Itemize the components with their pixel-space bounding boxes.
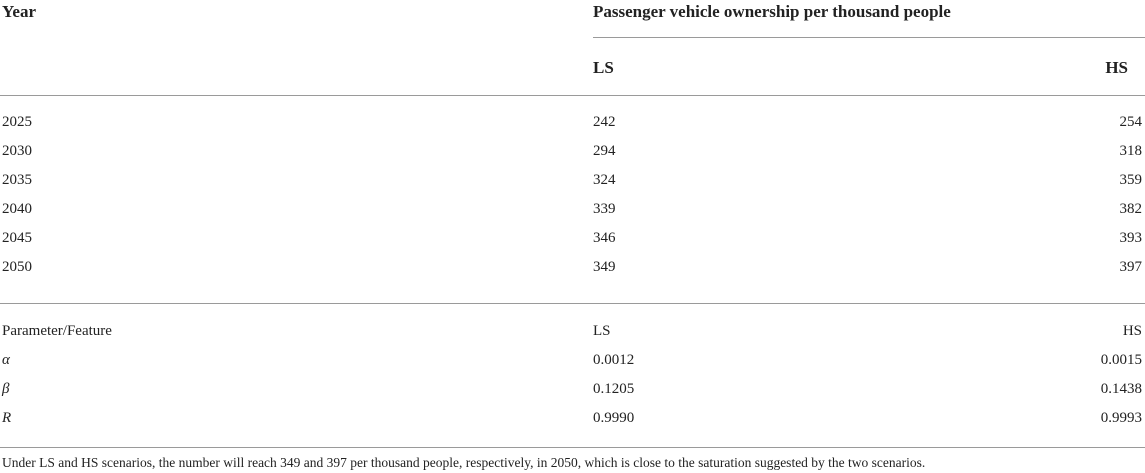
cell: 0.0015 bbox=[1100, 352, 1142, 368]
cell: 0.0012 bbox=[593, 352, 635, 368]
cell: 2050 bbox=[2, 259, 32, 275]
cell: LS bbox=[593, 323, 611, 339]
cell: 2025 bbox=[2, 114, 32, 130]
cell: 0.1205 bbox=[593, 381, 635, 397]
cell: 2035 bbox=[2, 172, 32, 188]
cell: α bbox=[2, 352, 10, 368]
cell: 2030 bbox=[2, 143, 32, 159]
cell: Parameter/Feature bbox=[2, 323, 112, 339]
rule bbox=[593, 37, 1145, 38]
header-cell: HS bbox=[1105, 58, 1128, 77]
rule bbox=[0, 447, 1145, 448]
cell: 397 bbox=[1119, 259, 1143, 275]
footnote: Under LS and HS scenarios, the number wi… bbox=[2, 455, 926, 470]
cell: 324 bbox=[593, 172, 616, 188]
cell: 349 bbox=[593, 259, 616, 275]
cell: β bbox=[2, 381, 10, 397]
cell: R bbox=[2, 410, 12, 426]
header-cell: Passenger vehicle ownership per thousand… bbox=[593, 2, 951, 21]
rule bbox=[0, 303, 1145, 304]
cell: 0.1438 bbox=[1100, 381, 1142, 397]
cell: 0.9990 bbox=[593, 410, 635, 426]
cell: 382 bbox=[1119, 201, 1143, 217]
cell: 294 bbox=[593, 143, 616, 159]
cell: 339 bbox=[593, 201, 616, 217]
cell: HS bbox=[1122, 323, 1142, 339]
cell: 2045 bbox=[2, 230, 32, 246]
cell: 242 bbox=[593, 114, 616, 130]
cell: 346 bbox=[593, 230, 616, 246]
cell: 359 bbox=[1119, 172, 1143, 188]
cell: 254 bbox=[1119, 114, 1143, 130]
cell: 2040 bbox=[2, 201, 32, 217]
cell: 393 bbox=[1119, 230, 1143, 246]
cell: 0.9993 bbox=[1100, 410, 1142, 426]
rule bbox=[0, 95, 1145, 96]
header-cell: LS bbox=[593, 58, 614, 77]
header-cell: Year bbox=[2, 2, 36, 21]
cell: 318 bbox=[1119, 143, 1143, 159]
